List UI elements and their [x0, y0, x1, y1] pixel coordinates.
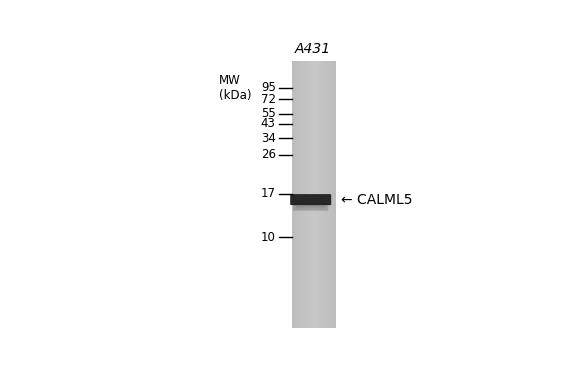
Text: 34: 34	[261, 132, 276, 145]
Text: 95: 95	[261, 81, 276, 94]
Bar	[323, 61, 324, 328]
Bar	[297, 61, 298, 328]
Bar	[310, 61, 311, 328]
Bar	[295, 61, 296, 328]
Bar	[321, 61, 322, 328]
Bar	[303, 61, 304, 328]
Bar	[307, 61, 308, 328]
Bar	[328, 61, 329, 328]
Bar	[314, 61, 315, 328]
Bar	[326, 61, 327, 328]
Bar	[309, 61, 310, 328]
Bar	[306, 61, 307, 328]
Bar	[307, 61, 308, 328]
Bar	[298, 61, 299, 328]
FancyBboxPatch shape	[290, 194, 331, 205]
Bar	[304, 61, 306, 328]
Bar	[297, 61, 299, 328]
Text: ← CALML5: ← CALML5	[341, 193, 413, 207]
Text: MW
(kDa): MW (kDa)	[219, 74, 251, 102]
Bar	[310, 61, 311, 328]
Bar	[317, 61, 318, 328]
Bar	[318, 61, 319, 328]
Bar	[318, 61, 320, 328]
Bar	[306, 61, 307, 328]
Text: 26: 26	[261, 148, 276, 161]
Bar	[329, 61, 330, 328]
Bar	[316, 61, 318, 328]
Bar	[320, 61, 321, 328]
Bar	[335, 61, 336, 328]
Text: A431: A431	[295, 42, 331, 56]
Bar	[292, 61, 293, 328]
Bar	[332, 61, 333, 328]
Bar	[330, 61, 331, 328]
Bar	[321, 61, 322, 328]
Bar	[294, 61, 295, 328]
Bar	[300, 61, 301, 328]
Bar	[311, 61, 313, 328]
Bar	[292, 61, 293, 328]
Bar	[319, 61, 321, 328]
Bar	[303, 61, 304, 328]
Text: 55: 55	[261, 107, 276, 120]
FancyBboxPatch shape	[296, 201, 325, 208]
Text: 10: 10	[261, 231, 276, 244]
Bar	[313, 61, 314, 328]
Bar	[324, 61, 325, 328]
Bar	[300, 61, 301, 328]
Bar	[333, 61, 334, 328]
FancyBboxPatch shape	[293, 203, 328, 211]
Bar	[331, 61, 332, 328]
Bar	[301, 61, 303, 328]
Bar	[325, 61, 327, 328]
Bar	[312, 61, 313, 328]
FancyBboxPatch shape	[299, 199, 322, 206]
Text: 72: 72	[261, 93, 276, 106]
Bar	[304, 61, 305, 328]
Bar	[332, 61, 333, 328]
Bar	[296, 61, 297, 328]
Bar	[294, 61, 296, 328]
Bar	[315, 61, 317, 328]
Text: 43: 43	[261, 118, 276, 130]
Bar	[327, 61, 328, 328]
Bar	[315, 61, 316, 328]
Bar	[324, 61, 325, 328]
Bar	[299, 61, 300, 328]
Bar	[293, 61, 294, 328]
Text: 17: 17	[261, 187, 276, 200]
Bar	[329, 61, 331, 328]
Bar	[322, 61, 324, 328]
Bar	[308, 61, 310, 328]
Bar	[313, 61, 314, 328]
Bar	[334, 61, 335, 328]
Bar	[301, 61, 302, 328]
Bar	[327, 61, 328, 328]
